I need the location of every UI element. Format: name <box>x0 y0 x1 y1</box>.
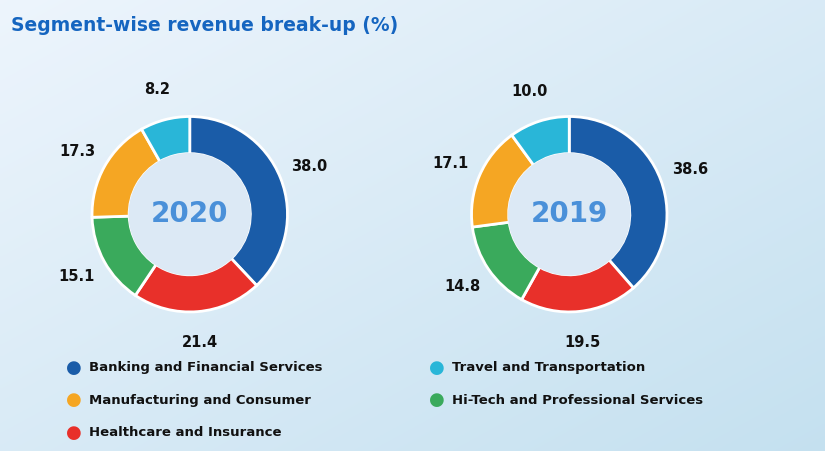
Text: Manufacturing and Consumer: Manufacturing and Consumer <box>89 394 311 406</box>
Text: 17.1: 17.1 <box>432 156 469 171</box>
Wedge shape <box>473 222 540 299</box>
Text: Banking and Financial Services: Banking and Financial Services <box>89 361 323 374</box>
Wedge shape <box>472 135 534 227</box>
Text: 19.5: 19.5 <box>564 335 601 350</box>
Text: ●: ● <box>66 391 82 409</box>
Text: 14.8: 14.8 <box>445 279 481 294</box>
Text: ●: ● <box>66 423 82 442</box>
Text: ●: ● <box>429 391 445 409</box>
Circle shape <box>130 154 250 275</box>
Text: 8.2: 8.2 <box>144 82 170 97</box>
Wedge shape <box>135 258 257 312</box>
Text: 2020: 2020 <box>151 200 229 228</box>
Wedge shape <box>142 116 190 161</box>
Text: Segment-wise revenue break-up (%): Segment-wise revenue break-up (%) <box>11 16 398 35</box>
Text: 21.4: 21.4 <box>182 335 219 350</box>
Wedge shape <box>512 116 569 165</box>
Wedge shape <box>521 260 634 312</box>
Text: ●: ● <box>66 359 82 377</box>
Text: Healthcare and Insurance: Healthcare and Insurance <box>89 426 281 439</box>
Wedge shape <box>92 129 160 217</box>
Text: 2019: 2019 <box>530 200 608 228</box>
Wedge shape <box>92 216 156 295</box>
Text: 38.0: 38.0 <box>291 159 328 174</box>
Wedge shape <box>190 116 287 285</box>
Text: 10.0: 10.0 <box>512 84 548 99</box>
Wedge shape <box>569 116 667 288</box>
Text: 38.6: 38.6 <box>672 161 708 176</box>
Circle shape <box>509 154 629 275</box>
Text: Travel and Transportation: Travel and Transportation <box>452 361 645 374</box>
Text: ●: ● <box>429 359 445 377</box>
Text: 17.3: 17.3 <box>59 143 96 158</box>
Text: Hi-Tech and Professional Services: Hi-Tech and Professional Services <box>452 394 703 406</box>
Text: 15.1: 15.1 <box>59 269 95 284</box>
